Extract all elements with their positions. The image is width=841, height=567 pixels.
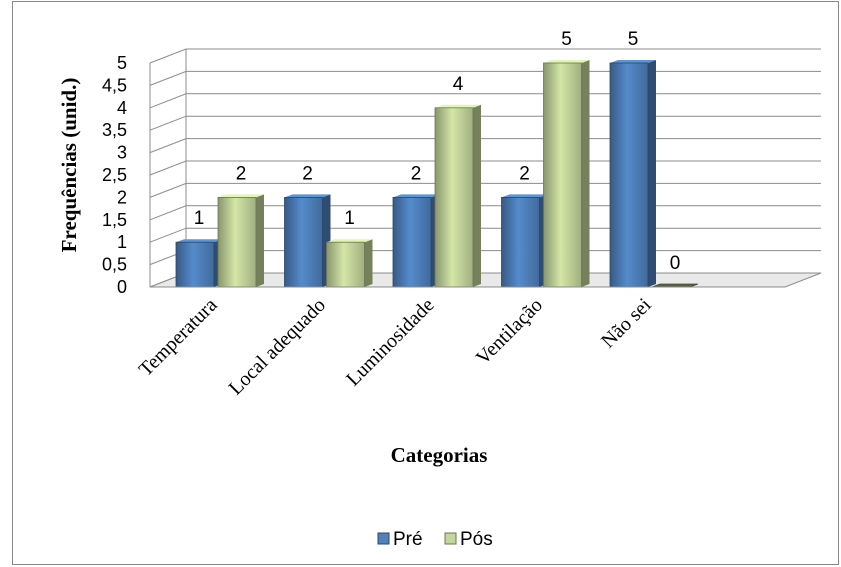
data-label: 2 — [236, 163, 247, 184]
bar-top — [218, 194, 264, 198]
bar-pre[interactable] — [609, 62, 649, 288]
bar-pre[interactable] — [392, 196, 432, 288]
bar-side — [648, 60, 656, 287]
x-axis-title: Categorias — [391, 443, 488, 467]
bar-pre[interactable] — [175, 241, 215, 288]
y-tick-label: 3,5 — [102, 120, 127, 140]
data-label: 2 — [302, 163, 313, 184]
data-label: 5 — [561, 29, 572, 50]
legend-label: Pré — [393, 529, 423, 550]
data-label: 4 — [453, 74, 464, 95]
y-tick-label: 1 — [117, 232, 127, 252]
bar-side — [256, 194, 264, 287]
bar-top — [610, 60, 656, 63]
y-tick-label: 2 — [117, 187, 127, 207]
x-tick-label: Não sei — [597, 294, 656, 353]
bar-side — [473, 104, 481, 287]
x-tick-label: Ventilação — [472, 294, 547, 369]
bar-top — [543, 60, 590, 63]
data-label: 0 — [670, 253, 681, 274]
data-label: 1 — [344, 208, 355, 229]
bar-top — [435, 104, 481, 108]
bar-top — [326, 239, 373, 243]
y-tick-label: 0,5 — [102, 255, 127, 275]
bar-pre[interactable] — [284, 196, 323, 288]
x-tick-label: Temperatura — [135, 294, 222, 381]
bar-side — [364, 239, 373, 287]
bar-top — [501, 194, 548, 198]
bar-side — [581, 60, 590, 287]
bar-pos[interactable] — [434, 107, 474, 288]
bar-top — [284, 194, 331, 198]
legend-swatch — [377, 532, 390, 545]
data-label: 2 — [519, 163, 530, 184]
y-tick-label: 4 — [117, 98, 127, 118]
y-tick-label: 0 — [117, 277, 127, 297]
x-tick-label: Luminosidade — [342, 294, 439, 391]
bar-pos[interactable] — [543, 62, 582, 288]
x-tick-label: Local adequado — [225, 294, 330, 399]
y-tick-label: 5 — [117, 53, 127, 73]
y-tick-label: 1,5 — [102, 210, 127, 230]
y-tick-label: 4,5 — [102, 75, 127, 95]
y-tick-label: 3 — [117, 143, 127, 163]
bar-pos[interactable] — [217, 196, 257, 288]
data-label: 2 — [411, 163, 422, 184]
legend-swatch — [444, 532, 457, 545]
y-tick-label: 2,5 — [102, 165, 127, 185]
bar-top — [393, 194, 439, 198]
y-axis-title: Frequências (unid.) — [57, 78, 81, 253]
legend-label: Pós — [460, 529, 493, 550]
bar-pre[interactable] — [501, 196, 540, 288]
bar-top — [176, 239, 222, 243]
data-label: 5 — [628, 29, 639, 50]
bar-pos[interactable] — [326, 241, 365, 288]
data-label: 1 — [194, 208, 205, 229]
